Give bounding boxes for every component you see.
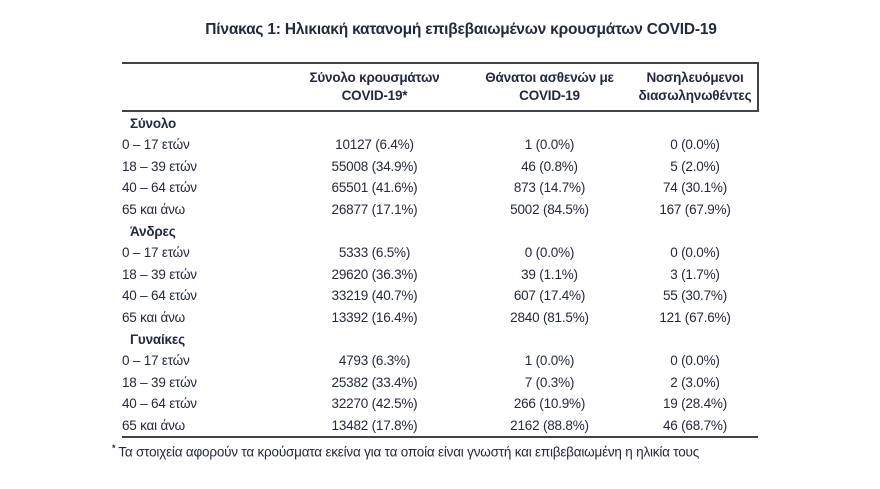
header-cell-deaths: Θάνατοι ασθενών με COVID-19 bbox=[467, 63, 632, 111]
cases-cell: 65501 (41.6%) bbox=[331, 180, 418, 196]
age-cell: 18 – 39 ετών bbox=[122, 266, 197, 282]
table-row: 40 – 64 ετών 33219 (40.7%) 607 (17.4%) 55 (… bbox=[122, 285, 758, 307]
cases-cell: 5333 (6.5%) bbox=[338, 245, 411, 261]
deaths-cell: 7 (0.3%) bbox=[524, 374, 575, 390]
table-row: 65 και άνω 13482 (17.8%) 2162 (88.8%) 46 (6… bbox=[122, 415, 758, 438]
section-label: Σύνολο bbox=[130, 115, 177, 131]
section-row: Γυναίκες bbox=[122, 328, 758, 350]
deaths-cell: 1 (0.0%) bbox=[524, 137, 575, 153]
table-row: 40 – 64 ετών 32270 (42.5%) 266 (10.9%) 19 (… bbox=[122, 393, 758, 415]
covid-age-table: Σύνολο κρουσμάτων COVID-19* Θάνατοι ασθε… bbox=[122, 62, 759, 438]
age-cell: 40 – 64 ετών bbox=[122, 288, 197, 304]
deaths-cell: 1 (0.0%) bbox=[524, 353, 575, 369]
intubated-cell: 74 (30.1%) bbox=[662, 180, 728, 196]
table-row: 0 – 17 ετών 5333 (6.5%) 0 (0.0%) 0 (0.0%) bbox=[122, 242, 758, 264]
intubated-cell: 0 (0.0%) bbox=[670, 245, 720, 261]
deaths-cell: 266 (10.9%) bbox=[513, 396, 586, 412]
footnote-text: Τα στοιχεία αφορούν τα κρούσματα εκείνα … bbox=[118, 444, 700, 460]
table-row: 65 και άνω 26877 (17.1%) 5002 (84.5%) 167 (… bbox=[122, 199, 758, 221]
cases-cell: 33219 (40.7%) bbox=[331, 288, 418, 304]
age-cell: 65 και άνω bbox=[122, 417, 186, 433]
cases-cell: 25382 (33.4%) bbox=[331, 374, 418, 390]
header-cases-line2: COVID-19* bbox=[341, 88, 408, 103]
intubated-cell: 0 (0.0%) bbox=[670, 137, 720, 153]
footnote: * Τα στοιχεία αφορούν τα κρούσματα εκείνα… bbox=[112, 443, 699, 460]
header-right-rule bbox=[757, 62, 759, 112]
intubated-cell: 5 (2.0%) bbox=[670, 158, 720, 174]
age-cell: 65 και άνω bbox=[122, 309, 186, 325]
deaths-cell: 0 (0.0%) bbox=[524, 245, 575, 261]
table-row: 0 – 17 ετών 4793 (6.3%) 1 (0.0%) 0 (0.0%) bbox=[122, 350, 758, 372]
section-row: Σύνολο bbox=[122, 111, 758, 134]
intubated-cell: 121 (67.6%) bbox=[659, 309, 731, 325]
table-row: 0 – 17 ετών 10127 (6.4%) 1 (0.0%) 0 (0.0%) bbox=[122, 134, 758, 156]
intubated-cell: 0 (0.0%) bbox=[670, 353, 720, 369]
header-intubated-line2: διασωληνωθέντες bbox=[638, 88, 752, 103]
intubated-cell: 19 (28.4%) bbox=[662, 396, 728, 412]
header-cell-intubated: Νοσηλευόμενοι διασωληνωθέντες bbox=[632, 63, 758, 111]
intubated-cell: 167 (67.9%) bbox=[659, 201, 731, 217]
covid-age-table-grid: Σύνολο κρουσμάτων COVID-19* Θάνατοι ασθε… bbox=[122, 62, 758, 438]
deaths-cell: 2840 (81.5%) bbox=[510, 309, 589, 325]
age-cell: 65 και άνω bbox=[122, 201, 186, 217]
header-intubated-line1: Νοσηλευόμενοι bbox=[646, 70, 744, 85]
cases-cell: 26877 (17.1%) bbox=[331, 201, 418, 217]
section-label: Γυναίκες bbox=[130, 331, 185, 347]
intubated-cell: 46 (68.7%) bbox=[662, 417, 728, 433]
intubated-cell: 55 (30.7%) bbox=[662, 288, 728, 304]
deaths-cell: 873 (14.7%) bbox=[513, 180, 586, 196]
table-row: 18 – 39 ετών 29620 (36.3%) 39 (1.1%) 3 (1.7… bbox=[122, 264, 758, 286]
age-cell: 40 – 64 ετών bbox=[122, 396, 197, 412]
age-cell: 0 – 17 ετών bbox=[122, 137, 190, 153]
header-deaths-line1: Θάνατοι ασθενών με bbox=[485, 70, 614, 85]
cases-cell: 10127 (6.4%) bbox=[335, 137, 414, 153]
section-label: Άνδρες bbox=[130, 223, 176, 239]
cases-cell: 13482 (17.8%) bbox=[331, 417, 418, 433]
header-cell-empty bbox=[122, 63, 282, 111]
header-cases-line1: Σύνολο κρουσμάτων bbox=[309, 70, 440, 85]
cases-cell: 4793 (6.3%) bbox=[338, 353, 411, 369]
age-cell: 18 – 39 ετών bbox=[122, 374, 197, 390]
cases-cell: 13392 (16.4%) bbox=[331, 309, 418, 325]
intubated-cell: 2 (3.0%) bbox=[670, 374, 720, 390]
deaths-cell: 607 (17.4%) bbox=[513, 288, 586, 304]
table-row: 18 – 39 ετών 55008 (34.9%) 46 (0.8%) 5 (2.0… bbox=[122, 156, 758, 178]
deaths-cell: 5002 (84.5%) bbox=[510, 201, 589, 217]
age-cell: 0 – 17 ετών bbox=[122, 245, 190, 261]
cases-cell: 29620 (36.3%) bbox=[331, 266, 418, 282]
table-row: 65 και άνω 13392 (16.4%) 2840 (81.5%) 121 (… bbox=[122, 307, 758, 329]
age-cell: 18 – 39 ετών bbox=[122, 158, 197, 174]
age-cell: 40 – 64 ετών bbox=[122, 180, 197, 196]
age-cell: 0 – 17 ετών bbox=[122, 353, 190, 369]
deaths-cell: 39 (1.1%) bbox=[521, 266, 578, 282]
section-row: Άνδρες bbox=[122, 220, 758, 242]
footnote-asterisk: * bbox=[112, 443, 116, 453]
cases-cell: 32270 (42.5%) bbox=[331, 396, 418, 412]
deaths-cell: 46 (0.8%) bbox=[521, 158, 578, 174]
header-cell-cases: Σύνολο κρουσμάτων COVID-19* bbox=[282, 63, 467, 111]
cases-cell: 55008 (34.9%) bbox=[331, 158, 418, 174]
deaths-cell: 2162 (88.8%) bbox=[510, 417, 589, 433]
intubated-cell: 3 (1.7%) bbox=[670, 266, 720, 282]
table-row: 40 – 64 ετών 65501 (41.6%) 873 (14.7%) 74 (… bbox=[122, 177, 758, 199]
table-title: Πίνακας 1: Ηλικιακή κατανομή επιβεβαιωμέ… bbox=[205, 21, 717, 38]
table-row: 18 – 39 ετών 25382 (33.4%) 7 (0.3%) 2 (3.0%… bbox=[122, 372, 758, 394]
header-deaths-line2: COVID-19 bbox=[519, 88, 580, 103]
header-row: Σύνολο κρουσμάτων COVID-19* Θάνατοι ασθε… bbox=[122, 63, 758, 111]
